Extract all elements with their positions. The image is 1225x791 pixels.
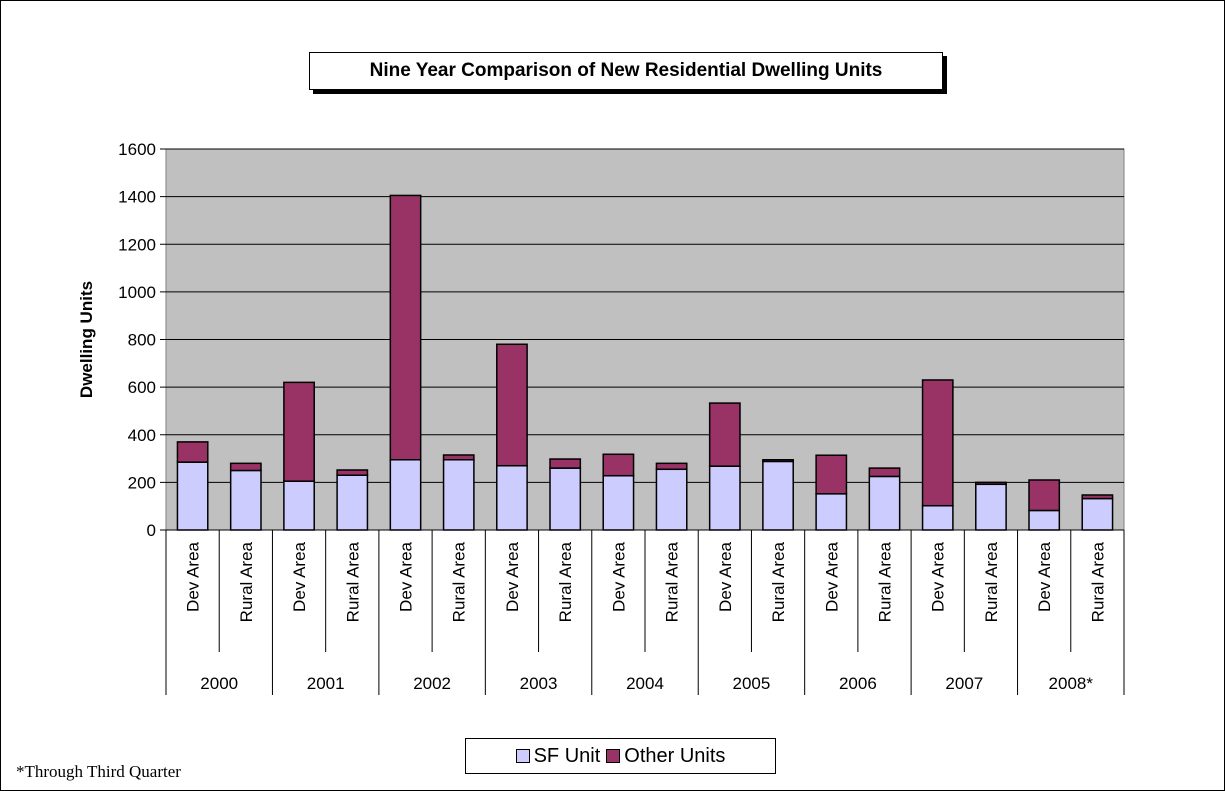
- category-label: Rural Area: [876, 541, 895, 622]
- legend-item: SF Unit: [515, 744, 601, 768]
- bar-other-units: [655, 462, 688, 471]
- category-label: Rural Area: [982, 541, 1001, 622]
- bar-sf-unit: [549, 467, 582, 531]
- bar-other-units: [1028, 479, 1061, 512]
- y-tick-label: 1600: [118, 140, 156, 159]
- category-label: Dev Area: [290, 541, 309, 611]
- y-tick-label: 400: [128, 426, 156, 445]
- bar-sf-unit: [283, 480, 315, 531]
- group-label: 2006: [839, 674, 877, 693]
- category-label: Dev Area: [503, 541, 522, 611]
- bar-sf-unit: [762, 460, 794, 531]
- legend: SF Unit Other Units: [465, 738, 776, 774]
- category-label: Dev Area: [1035, 541, 1054, 611]
- bar-other-units: [336, 469, 369, 476]
- bar-other-units: [442, 454, 475, 461]
- legend-label: Other Units: [624, 744, 726, 767]
- bar-sf-unit: [975, 483, 1007, 531]
- legend-item: Other Units: [606, 745, 725, 768]
- group-label: 2005: [733, 674, 771, 693]
- category-label: Rural Area: [237, 541, 256, 622]
- bar-sf-unit: [868, 475, 901, 531]
- category-label: Dev Area: [716, 541, 735, 611]
- bar-other-units: [762, 459, 794, 463]
- bar-other-units: [921, 379, 954, 507]
- y-tick-label: 0: [147, 521, 156, 540]
- y-axis-title: Dwelling Units: [77, 281, 96, 398]
- category-label: Dev Area: [929, 541, 948, 611]
- y-tick-label: 1400: [118, 188, 156, 207]
- bar-sf-unit: [1028, 509, 1061, 531]
- y-tick-label: 200: [128, 473, 156, 492]
- bar-other-units: [868, 467, 901, 478]
- bar-sf-unit: [496, 464, 528, 531]
- y-tick-label: 1000: [118, 283, 156, 302]
- group-label: 2001: [307, 674, 345, 693]
- category-label: Rural Area: [556, 541, 575, 622]
- bar-other-units: [1081, 494, 1114, 500]
- bar-other-units: [496, 343, 528, 467]
- category-label: Rural Area: [663, 541, 682, 622]
- category-label: Dev Area: [609, 541, 628, 611]
- bar-sf-unit: [602, 474, 635, 531]
- bar-sf-unit: [815, 493, 848, 531]
- bar-other-units: [176, 441, 209, 463]
- bar-sf-unit: [176, 461, 209, 531]
- bar-other-units: [708, 402, 741, 467]
- group-label: 2004: [626, 674, 664, 693]
- y-tick-label: 1200: [118, 235, 156, 254]
- legend-label: SF Unit: [533, 744, 601, 767]
- bar-other-units: [283, 381, 315, 482]
- chart-title-box: Nine Year Comparison of New Residential …: [309, 52, 943, 90]
- bar-other-units: [389, 194, 422, 461]
- category-label: Rural Area: [769, 541, 788, 622]
- category-label: Dev Area: [184, 541, 203, 611]
- category-label: Dev Area: [822, 541, 841, 611]
- chart-title: Nine Year Comparison of New Residential …: [369, 60, 883, 81]
- bar-sf-unit: [1081, 497, 1114, 531]
- group-label: 2000: [200, 674, 238, 693]
- bar-other-units: [229, 462, 262, 472]
- bar-sf-unit: [708, 465, 741, 531]
- bar-other-units: [602, 453, 635, 477]
- legend-swatch: [606, 749, 621, 763]
- bar-sf-unit: [389, 459, 422, 531]
- y-tick-label: 800: [128, 331, 156, 350]
- bar-other-units: [549, 458, 582, 469]
- bar-sf-unit: [921, 504, 954, 531]
- category-label: Rural Area: [450, 541, 469, 622]
- bar-sf-unit: [442, 459, 475, 531]
- group-label: 2003: [520, 674, 558, 693]
- bar-sf-unit: [336, 474, 369, 531]
- bar-sf-unit: [229, 469, 262, 531]
- bar-sf-unit: [655, 468, 688, 531]
- bar-other-units: [815, 454, 848, 495]
- category-label: Rural Area: [343, 541, 362, 622]
- bar-other-units: [975, 481, 1007, 486]
- group-label: 2002: [413, 674, 451, 693]
- group-label: 2008*: [1049, 674, 1094, 693]
- legend-swatch: [515, 749, 530, 763]
- group-label: 2007: [945, 674, 983, 693]
- footnote: *Through Third Quarter: [16, 762, 181, 781]
- category-label: Dev Area: [397, 541, 416, 611]
- y-tick-label: 600: [128, 378, 156, 397]
- category-label: Rural Area: [1088, 541, 1107, 622]
